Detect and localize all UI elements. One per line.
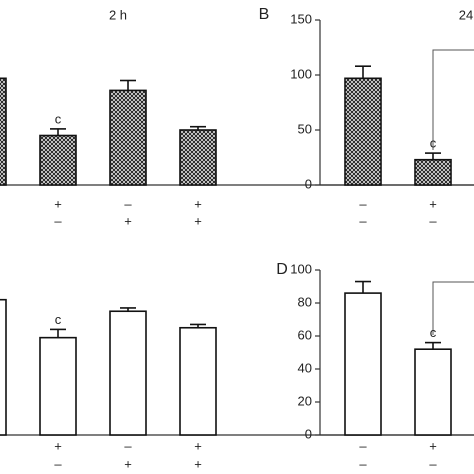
x-label-row1: +	[54, 196, 62, 211]
significance-letter: c	[430, 325, 437, 340]
x-label-row2: –	[54, 456, 62, 471]
bar	[109, 89, 147, 186]
x-label-row1: –	[124, 196, 132, 211]
y-tick-label: 80	[298, 294, 312, 309]
y-tick-label: 150	[290, 11, 312, 26]
y-tick-label: 0	[305, 176, 312, 191]
x-label-row2: –	[359, 456, 367, 471]
x-label-row2: –	[359, 213, 367, 228]
bar	[414, 158, 452, 186]
panel-label: D	[276, 261, 288, 278]
significance-letter: c	[55, 312, 62, 327]
x-label-row2: +	[124, 213, 132, 228]
x-label-row1: –	[359, 438, 367, 453]
bar	[179, 129, 217, 186]
y-tick-label: 100	[290, 261, 312, 276]
x-label-row1: +	[54, 438, 62, 453]
x-label-row2: –	[429, 456, 437, 471]
x-label-row1: –	[359, 196, 367, 211]
x-label-row2: +	[194, 456, 202, 471]
x-label-row1: –	[124, 438, 132, 453]
y-tick-label: 0	[305, 426, 312, 441]
y-tick-label: 60	[298, 327, 312, 342]
x-label-row2: –	[429, 213, 437, 228]
panel-title: 2 h	[109, 7, 127, 22]
x-label-row2: –	[54, 213, 62, 228]
x-label-row1: +	[429, 196, 437, 211]
bar	[0, 77, 7, 186]
x-label-row2: +	[194, 213, 202, 228]
y-tick-label: 20	[298, 393, 312, 408]
bracket	[432, 49, 474, 150]
panel-title: 24	[459, 7, 473, 22]
y-tick-label: 50	[298, 121, 312, 136]
bar	[0, 298, 7, 436]
bar	[344, 77, 382, 186]
x-label-row1: +	[429, 438, 437, 453]
y-tick-label: 100	[290, 66, 312, 81]
panel-label: B	[259, 6, 270, 23]
bar	[179, 326, 217, 436]
bar	[39, 134, 77, 186]
x-label-row1: +	[194, 196, 202, 211]
significance-letter: c	[430, 136, 437, 151]
bar	[109, 310, 147, 436]
bar	[344, 292, 382, 436]
x-label-row2: +	[124, 456, 132, 471]
significance-letter: c	[55, 111, 62, 126]
bracket	[432, 281, 474, 335]
bar	[414, 348, 452, 436]
y-tick-label: 40	[298, 360, 312, 375]
x-label-row1: +	[194, 438, 202, 453]
bar	[39, 336, 77, 436]
